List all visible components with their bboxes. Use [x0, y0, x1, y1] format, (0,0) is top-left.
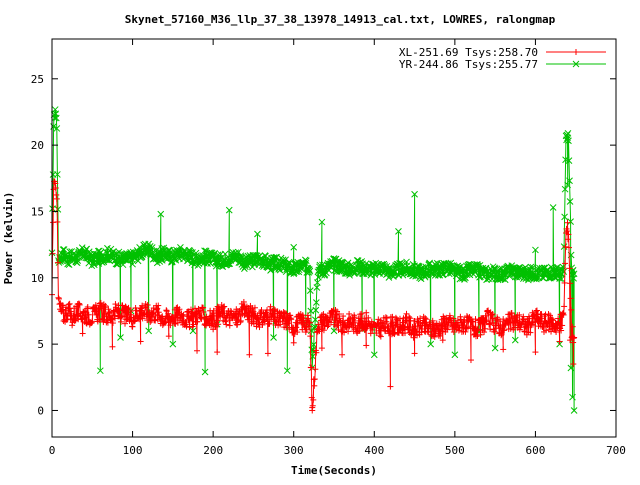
axes-layer: 0 100 200 300 400 500 600 700 0 5 10 15 20 25	[31, 39, 626, 457]
data-point	[54, 196, 60, 202]
series-0	[49, 178, 577, 413]
data-point	[67, 301, 73, 307]
data-point	[265, 350, 271, 356]
plot-frame	[52, 39, 616, 437]
data-point	[154, 305, 160, 311]
data-point	[80, 331, 86, 337]
data-point	[319, 345, 325, 351]
x-tick-label: 0	[49, 444, 56, 457]
x-tick-label: 700	[606, 444, 626, 457]
data-point	[194, 348, 200, 354]
y-tick-label: 0	[37, 404, 44, 417]
data-point	[76, 301, 82, 307]
data-point	[412, 350, 418, 356]
data-point	[56, 296, 62, 302]
data-point	[112, 301, 118, 307]
x-tick-label: 600	[525, 444, 545, 457]
x-tick-label: 100	[123, 444, 143, 457]
legend-marker	[573, 49, 579, 55]
data-point	[214, 349, 220, 355]
y-tick-label: 25	[31, 73, 44, 86]
data-point	[130, 324, 136, 330]
series-line	[52, 110, 574, 411]
data-point	[387, 384, 393, 390]
x-axis-label: Time(Seconds)	[291, 464, 377, 477]
data-point	[109, 344, 115, 350]
data-point	[54, 219, 60, 225]
data-point	[223, 322, 229, 328]
data-point	[339, 352, 345, 358]
data-point	[384, 315, 390, 321]
y-tick-label: 15	[31, 205, 44, 218]
data-point	[166, 333, 172, 339]
data-point	[312, 376, 318, 382]
data-layer	[49, 107, 577, 414]
x-tick-label: 400	[364, 444, 384, 457]
series-line	[52, 181, 574, 410]
data-point	[563, 244, 569, 250]
data-point	[487, 326, 493, 332]
y-axis-label: Power (kelvin)	[2, 192, 15, 285]
data-point	[378, 334, 384, 340]
data-point	[468, 357, 474, 363]
data-point	[561, 303, 567, 309]
x-tick-label: 500	[445, 444, 465, 457]
data-point	[557, 338, 563, 344]
data-point	[291, 340, 297, 346]
chart-title: Skynet_57160_M36_llp_37_38_13978_14913_c…	[125, 13, 556, 26]
y-tick-label: 20	[31, 139, 44, 152]
data-point	[363, 342, 369, 348]
data-point	[500, 346, 506, 352]
data-point	[368, 330, 374, 336]
data-point	[346, 311, 352, 317]
data-point	[307, 333, 313, 339]
y-tick-label: 5	[37, 338, 44, 351]
data-point	[227, 323, 233, 329]
data-point	[53, 192, 59, 198]
data-point	[311, 383, 317, 389]
data-point	[246, 352, 252, 358]
data-point	[532, 349, 538, 355]
data-point	[55, 295, 61, 301]
legend-label: YR-244.86 Tsys:255.77	[399, 58, 538, 71]
y-tick-label: 10	[31, 272, 44, 285]
data-point	[543, 312, 549, 318]
data-point	[138, 338, 144, 344]
x-tick-label: 300	[284, 444, 304, 457]
data-point	[363, 310, 369, 316]
x-tick-label: 200	[203, 444, 223, 457]
